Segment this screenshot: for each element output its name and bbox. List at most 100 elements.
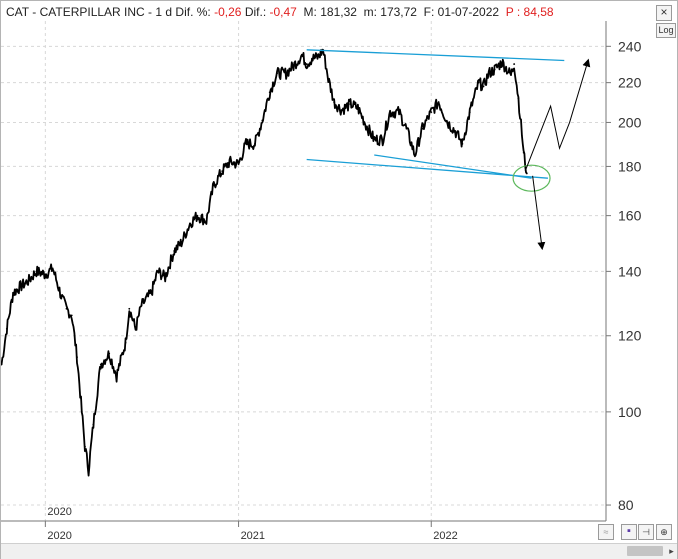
- price-point: [44, 273, 47, 276]
- price-point: [19, 285, 22, 288]
- price-point: [437, 101, 440, 103]
- price-point: [35, 270, 38, 273]
- price-point: [173, 250, 176, 252]
- price-point: [446, 121, 449, 124]
- chart-header: CAT - CATERPILLAR INC - 1 d Dif. %: -0,2…: [6, 4, 554, 20]
- price-point: [389, 111, 391, 114]
- y-tick-label: 120: [618, 328, 642, 344]
- header-separator-2: -: [144, 5, 156, 19]
- min-value: 173,72: [380, 5, 417, 19]
- y-tick-label: 180: [618, 158, 642, 174]
- price-point: [205, 219, 208, 222]
- scroll-right-arrow-icon[interactable]: ▸: [669, 546, 674, 556]
- channel-upper-line: [306, 49, 565, 62]
- price-point: [108, 352, 111, 355]
- price-point: [65, 307, 68, 310]
- channel-lower2-line: [374, 154, 532, 179]
- price-point: [405, 127, 408, 130]
- header-separator: -: [28, 5, 40, 19]
- scrollbar-thumb[interactable]: [627, 546, 663, 556]
- price-point: [501, 61, 503, 64]
- price-point: [80, 410, 83, 413]
- max-value: 181,32: [320, 5, 357, 19]
- y-tick-label: 160: [618, 208, 642, 224]
- price-point: [196, 214, 199, 217]
- y-tick-label: 200: [618, 114, 642, 130]
- log-scale-button[interactable]: Log: [656, 23, 676, 38]
- price-point: [128, 307, 131, 310]
- max-label: M:: [303, 5, 317, 19]
- horizontal-scrollbar[interactable]: ▸: [1, 543, 677, 559]
- price-point: [276, 72, 279, 75]
- price-point: [156, 270, 159, 273]
- price-point: [87, 469, 90, 471]
- y-tick-label: 240: [618, 38, 642, 54]
- price-point: [60, 295, 63, 297]
- y-tick-label: 100: [618, 404, 642, 420]
- price-point: [468, 111, 471, 114]
- date-label: F:: [423, 5, 435, 19]
- target-ellipse: [512, 164, 551, 192]
- price-point: [180, 241, 183, 244]
- price-point: [340, 109, 343, 112]
- price-point: [292, 65, 295, 67]
- price-point: [454, 129, 456, 132]
- x-tick-label: 2020: [47, 530, 71, 542]
- price-series: [1, 48, 528, 477]
- price-point: [461, 142, 464, 145]
- price-point: [70, 314, 73, 317]
- date-value: 01-07-2022: [437, 5, 500, 19]
- price-point: [237, 163, 240, 166]
- price-point: [12, 291, 15, 294]
- p-label: P :: [505, 5, 521, 19]
- price-point: [245, 142, 247, 145]
- price-point: [268, 91, 271, 94]
- grid: [1, 21, 606, 521]
- price-point: [493, 68, 496, 71]
- x-tick-label: 2022: [433, 530, 457, 542]
- up-projection-arrow: [524, 58, 591, 172]
- price-point: [525, 172, 528, 175]
- price-point: [5, 327, 8, 330]
- save-icon[interactable]: ▪: [621, 524, 637, 540]
- y-axis-ticks: 80 100 120 140 160 180 200 220 240: [606, 38, 642, 513]
- price-point: [421, 127, 424, 130]
- price-point: [285, 72, 287, 75]
- price-point: [115, 374, 118, 377]
- price-point: [134, 327, 137, 330]
- pin-icon[interactable]: ⊣: [638, 524, 654, 540]
- price-point: [487, 72, 490, 75]
- dif-label: Dif.:: [244, 5, 267, 19]
- price-point: [413, 154, 416, 156]
- price-point: [1, 363, 3, 366]
- price-point: [261, 119, 264, 122]
- crosshair-icon[interactable]: ⊕: [656, 524, 672, 540]
- wave-icon[interactable]: ≈: [598, 524, 614, 540]
- close-button[interactable]: ×: [656, 5, 672, 21]
- price-point: [140, 304, 143, 307]
- price-point: [254, 142, 256, 145]
- price-line: [1, 48, 528, 477]
- corner-year-label: 2020: [47, 506, 71, 518]
- price-point: [398, 111, 400, 114]
- price-point: [517, 97, 520, 100]
- period: 1 d: [155, 5, 173, 19]
- price-point: [124, 341, 127, 344]
- dif-pct-value: -0,26: [214, 5, 242, 19]
- price-point: [189, 222, 191, 225]
- company-name: CATERPILLAR INC: [39, 5, 145, 19]
- price-point: [311, 57, 313, 60]
- price-point: [333, 101, 336, 103]
- price-point: [164, 276, 167, 279]
- x-tick-label: 2021: [241, 530, 265, 542]
- price-point: [221, 170, 224, 173]
- price-point: [301, 54, 303, 57]
- down-arrow: [532, 175, 546, 251]
- y-tick-label: 80: [618, 497, 634, 513]
- price-point: [212, 184, 215, 187]
- price-point: [430, 111, 433, 114]
- price-point: [84, 445, 86, 448]
- price-point: [317, 55, 320, 58]
